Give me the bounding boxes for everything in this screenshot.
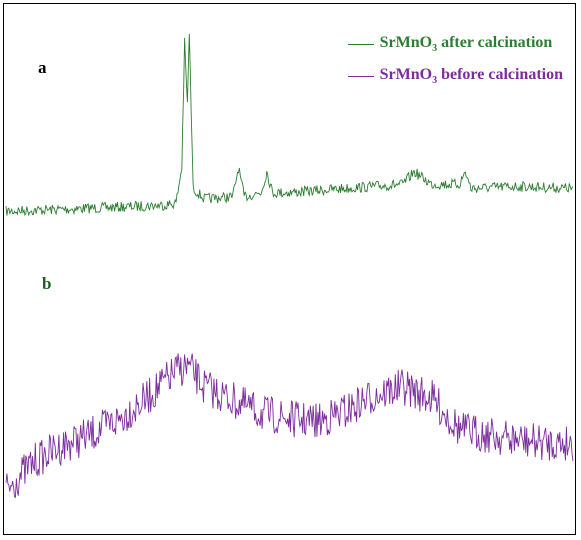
series-line-0 bbox=[5, 33, 574, 217]
legend-entry-after: SrMnO3 after calcination bbox=[347, 28, 563, 60]
legend-swatch-before bbox=[347, 75, 374, 77]
legend-label-after: SrMnO3 after calcination bbox=[379, 33, 553, 55]
legend-entry-before: SrMnO3 before calcination bbox=[347, 60, 563, 92]
panel-label-a: a bbox=[38, 58, 47, 77]
chart-plot bbox=[5, 33, 574, 499]
legend-swatch-after bbox=[347, 43, 374, 45]
legend: SrMnO3 after calcination SrMnO3 before c… bbox=[347, 28, 563, 92]
chart-frame: a b SrMnO3 after calcination SrMnO3 befo… bbox=[3, 3, 576, 535]
panel-label-b: b bbox=[42, 274, 52, 293]
legend-label-before: SrMnO3 before calcination bbox=[379, 65, 563, 87]
series-line-1 bbox=[5, 353, 574, 499]
